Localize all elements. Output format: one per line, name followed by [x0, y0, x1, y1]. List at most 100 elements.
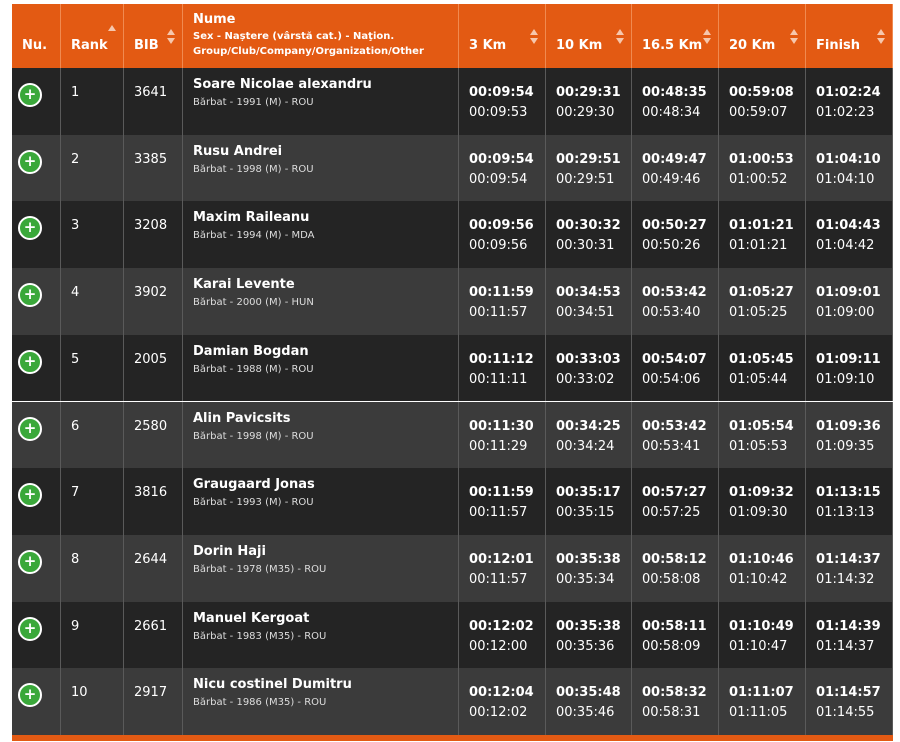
runner-details: Bărbat - 1988 (M) - ROU: [193, 363, 314, 375]
column-header[interactable]: Finish: [806, 4, 893, 68]
table-cell: 01:10:46 01:10:42: [719, 534, 806, 602]
table-cell: 00:48:35 00:48:34: [632, 68, 719, 135]
chip-time: 00:29:30: [556, 105, 615, 120]
chip-time: 00:11:57: [469, 505, 528, 521]
table-cell: 3385: [124, 134, 183, 202]
chip-time: 00:53:40: [642, 305, 701, 321]
chip-time: 00:58:09: [642, 638, 701, 654]
sort-icon[interactable]: [108, 24, 116, 42]
table-cell: 00:12:01 00:11:57: [459, 534, 546, 602]
gun-time: 01:09:01: [816, 285, 881, 301]
column-header[interactable]: BIB: [124, 4, 183, 68]
table-cell: 00:09:56 00:09:56: [459, 201, 546, 269]
rank: 10: [71, 685, 88, 701]
bib: 2661: [134, 618, 168, 634]
expand-button[interactable]: +: [18, 683, 42, 708]
gun-time: 01:04:43: [816, 218, 881, 234]
rank: 8: [71, 551, 80, 567]
runner-details: Bărbat - 1998 (M) - ROU: [193, 163, 314, 175]
runner-details: Bărbat - 1978 (M35) - ROU: [193, 563, 327, 575]
table-cell: 00:11:30 00:11:29: [459, 401, 546, 469]
table-cell: +: [12, 601, 61, 669]
table-cell: Nicu costinel Dumitru Bărbat - 1986 (M35)…: [183, 668, 459, 735]
table-cell: 01:05:54 01:05:53: [719, 401, 806, 469]
column-header[interactable]: 10 Km: [546, 4, 632, 68]
sort-icon[interactable]: [167, 28, 175, 46]
expand-button[interactable]: +: [18, 349, 42, 374]
runner-name: Damian Bogdan: [193, 343, 309, 359]
chip-time: 00:12:00: [469, 638, 528, 654]
chip-time: 01:05:53: [729, 438, 788, 454]
column-header[interactable]: 16.5 Km: [632, 4, 719, 68]
gun-time: 00:34:25: [556, 418, 621, 434]
table-cell: 2: [61, 134, 124, 202]
rank: 1: [71, 85, 80, 100]
table-cell: 00:35:17 00:35:15: [546, 468, 632, 535]
expand-button[interactable]: +: [18, 83, 42, 107]
bib: 2644: [134, 551, 168, 567]
table-cell: 00:09:54 00:09:53: [459, 68, 546, 135]
table-cell: 2580: [124, 401, 183, 469]
chip-time: 00:29:51: [556, 171, 615, 187]
chip-time: 01:13:13: [816, 505, 875, 521]
sort-icon[interactable]: [616, 28, 624, 46]
table-cell: Karai Levente Bărbat - 2000 (M) - HUN: [183, 268, 459, 335]
gun-time: 00:12:01: [469, 551, 534, 567]
runner-name: Soare Nicolae alexandru: [193, 77, 372, 92]
bib: 3385: [134, 151, 168, 167]
table-cell: 00:35:38 00:35:34: [546, 534, 632, 602]
table-cell: 01:01:21 01:01:21: [719, 201, 806, 269]
bib: 3208: [134, 218, 168, 234]
table-cell: Graugaard Jonas Bărbat - 1993 (M) - ROU: [183, 468, 459, 535]
table-cell: 00:49:47 00:49:46: [632, 134, 719, 202]
sort-icon[interactable]: [530, 28, 538, 46]
table-cell: 01:04:43 01:04:42: [806, 201, 893, 269]
chip-time: 00:09:54: [469, 171, 528, 187]
gun-time: 00:11:59: [469, 285, 534, 301]
table-cell: 00:29:31 00:29:30: [546, 68, 632, 135]
expand-button[interactable]: +: [18, 549, 42, 574]
chip-time: 01:05:25: [729, 305, 788, 321]
header-label: 3 Km: [469, 38, 507, 53]
chip-time: 00:49:46: [642, 171, 701, 187]
chip-time: 01:11:05: [729, 705, 788, 721]
gun-time: 00:49:47: [642, 151, 707, 167]
gun-time: 01:14:37: [816, 551, 881, 567]
column-header[interactable]: Rank: [61, 4, 124, 68]
chip-time: 01:09:10: [816, 371, 875, 387]
header-label: Finish: [816, 38, 861, 53]
table-cell: +: [12, 201, 61, 269]
header-label: 16.5 Km: [642, 38, 703, 53]
table-cell: 3: [61, 201, 124, 269]
chip-time: 01:04:42: [816, 238, 875, 254]
column-header: Nume Sex - Naștere (vârstă cat.) - Naţion…: [183, 4, 459, 68]
sort-icon[interactable]: [877, 28, 885, 46]
gun-time: 00:29:51: [556, 151, 621, 167]
sort-icon[interactable]: [703, 28, 711, 46]
chip-time: 01:00:52: [729, 171, 788, 187]
column-header[interactable]: 20 Km: [719, 4, 806, 68]
chip-time: 01:10:42: [729, 571, 788, 587]
gun-time: 01:04:10: [816, 151, 881, 167]
runner-name: Maxim Raileanu: [193, 210, 310, 226]
table-cell: 00:12:04 00:12:02: [459, 668, 546, 735]
runner-details: Bărbat - 1998 (M) - ROU: [193, 430, 314, 442]
chip-time: 00:34:51: [556, 305, 615, 321]
result-row: +7 3816 Graugaard Jonas Bărbat - 1993 (M) -…: [12, 468, 893, 535]
expand-button[interactable]: +: [18, 149, 42, 174]
table-cell: Manuel Kergoat Bărbat - 1983 (M35) - ROU: [183, 601, 459, 669]
expand-button[interactable]: +: [18, 483, 42, 508]
column-header[interactable]: 3 Km: [459, 4, 546, 68]
expand-button[interactable]: +: [18, 616, 42, 641]
table-cell: 00:33:03 00:33:02: [546, 334, 632, 402]
expand-button[interactable]: +: [18, 283, 42, 308]
sort-icon[interactable]: [790, 28, 798, 46]
chip-time: 00:30:31: [556, 238, 615, 254]
gun-time: 00:09:56: [469, 218, 534, 234]
bib: 3641: [134, 85, 168, 100]
expand-button[interactable]: +: [18, 216, 42, 241]
gun-time: 00:53:42: [642, 285, 707, 301]
result-row: +1 3641 Soare Nicolae alexandru Bărbat - 19…: [12, 68, 893, 135]
expand-button[interactable]: +: [18, 416, 42, 441]
table-cell: Alin Pavicsits Bărbat - 1998 (M) - ROU: [183, 401, 459, 469]
